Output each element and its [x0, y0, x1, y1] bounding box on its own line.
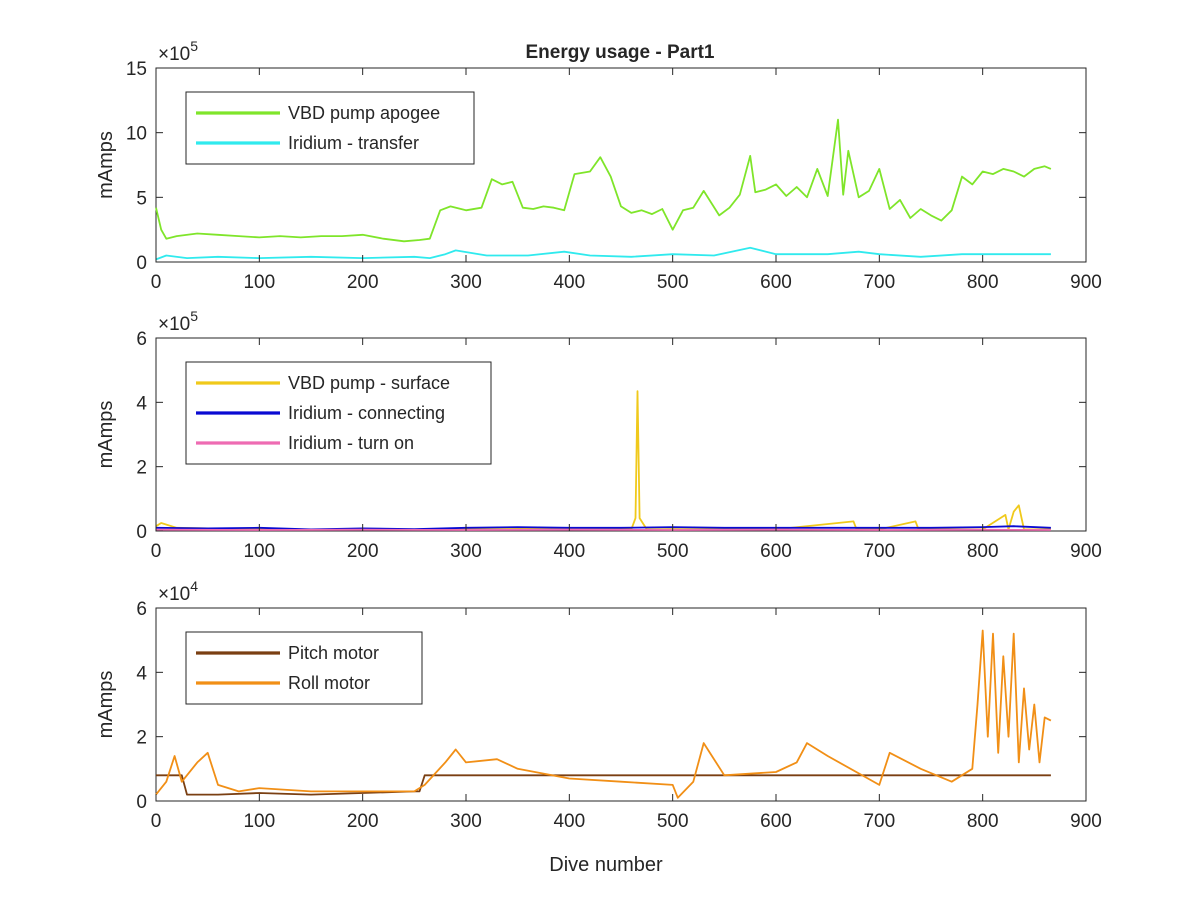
y-exponent-power: 5	[190, 308, 198, 324]
y-tick-label: 0	[136, 792, 147, 813]
legend: VBD pump apogee Iridium - transfer	[186, 92, 474, 164]
y-tick-label: 6	[136, 329, 147, 350]
x-tick-label: 200	[347, 272, 379, 293]
x-tick-label: 400	[553, 811, 585, 832]
x-tick-label: 500	[657, 272, 689, 293]
subplot-1: 0 100 200 300 400 500 600 700 800 900 0 5 10 15 ×105 mA…	[95, 38, 1102, 293]
x-tick-label: 800	[967, 272, 999, 293]
y-exponent-label: ×104	[158, 578, 198, 605]
legend: Pitch motor Roll motor	[186, 632, 422, 704]
x-tick-label: 900	[1070, 272, 1102, 293]
subplot-3: 0 100 200 300 400 500 600 700 800 900 0 2 4 6 ×104 mAmp…	[95, 578, 1102, 876]
x-tick-label: 0	[151, 811, 162, 832]
x-tick-label: 600	[760, 541, 792, 562]
chart-title: Energy usage - Part1	[525, 42, 714, 63]
x-tick-label: 100	[243, 541, 275, 562]
legend: VBD pump - surface Iridium - connecting Ir…	[186, 362, 491, 464]
x-tick-label: 300	[450, 541, 482, 562]
legend-label: Roll motor	[288, 673, 370, 693]
x-tick-label: 700	[863, 272, 895, 293]
x-tick-label: 500	[657, 541, 689, 562]
x-tick-label: 600	[760, 272, 792, 293]
x-tick-label: 200	[347, 541, 379, 562]
y-exponent-power: 4	[190, 578, 198, 594]
x-tick-label: 300	[450, 811, 482, 832]
x-tick-label: 900	[1070, 811, 1102, 832]
x-tick-label: 700	[863, 541, 895, 562]
x-axis-label: Dive number	[549, 854, 663, 876]
y-tick-label: 4	[136, 663, 147, 684]
x-tick-label: 0	[151, 272, 162, 293]
legend-label: VBD pump apogee	[288, 103, 440, 123]
legend-label: Iridium - connecting	[288, 403, 445, 423]
y-tick-label: 2	[136, 458, 147, 479]
y-tick-label: 4	[136, 393, 147, 414]
y-axis-label: mAmps	[95, 131, 117, 199]
y-tick-label: 10	[126, 124, 147, 145]
x-tick-label: 200	[347, 811, 379, 832]
subplot-2: 0 100 200 300 400 500 600 700 800 900 0 2 4 6 ×105 mAmp…	[95, 308, 1102, 562]
x-tick-label: 600	[760, 811, 792, 832]
x-tick-label: 700	[863, 811, 895, 832]
y-tick-label: 0	[136, 522, 147, 543]
y-exponent-power: 5	[190, 38, 198, 54]
x-tick-label: 800	[967, 811, 999, 832]
y-tick-label: 6	[136, 599, 147, 620]
y-axis-label: mAmps	[95, 401, 117, 469]
legend-label: Iridium - turn on	[288, 433, 414, 453]
y-exponent-label: ×105	[158, 308, 198, 335]
y-tick-label: 5	[136, 188, 147, 209]
x-tick-label: 900	[1070, 541, 1102, 562]
x-tick-label: 100	[243, 811, 275, 832]
x-tick-label: 400	[553, 272, 585, 293]
y-tick-label: 15	[126, 59, 147, 80]
x-tick-label: 0	[151, 541, 162, 562]
x-tick-label: 300	[450, 272, 482, 293]
y-tick-label: 0	[136, 253, 147, 274]
x-tick-label: 500	[657, 811, 689, 832]
legend-label: VBD pump - surface	[288, 373, 450, 393]
x-tick-label: 400	[553, 541, 585, 562]
y-exponent-label: ×105	[158, 38, 198, 65]
y-tick-label: 2	[136, 728, 147, 749]
legend-label: Iridium - transfer	[288, 133, 419, 153]
x-tick-label: 100	[243, 272, 275, 293]
y-axis-label: mAmps	[95, 671, 117, 739]
x-tick-label: 800	[967, 541, 999, 562]
legend-label: Pitch motor	[288, 643, 379, 663]
